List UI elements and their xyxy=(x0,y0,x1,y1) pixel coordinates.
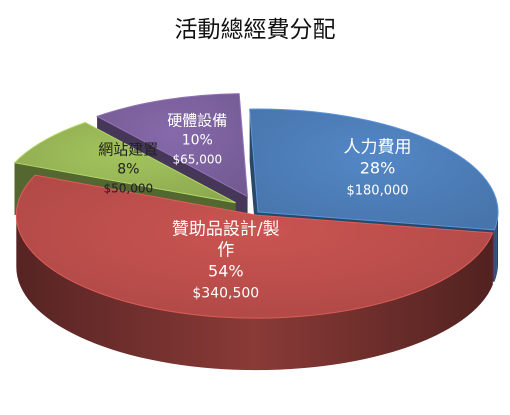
slice-label-name: 網站建置 xyxy=(98,141,158,159)
slice-label-name: 人力費用 xyxy=(344,138,412,158)
slice-label-percent: 8% xyxy=(117,162,139,178)
pie-slice xyxy=(249,108,499,231)
slice-label-amount: $50,000 xyxy=(103,182,153,196)
slice-outer-wall xyxy=(494,212,498,282)
slice-outer-wall xyxy=(16,215,493,371)
slice-label-percent: 10% xyxy=(182,132,213,148)
slice-label-amount: $180,000 xyxy=(346,184,408,199)
slice-label-percent: 28% xyxy=(360,159,396,178)
slice-label-amount: $65,000 xyxy=(172,152,222,166)
pie-slice xyxy=(15,174,494,319)
chart-title: 活動總經費分配 xyxy=(174,17,336,43)
slice-label-name: 硬體設備 xyxy=(167,111,227,129)
slice-label-name: 贊助品設計/製 xyxy=(172,219,280,239)
pie-slice xyxy=(95,93,249,198)
slice-label-percent: 54% xyxy=(208,261,244,280)
pie-slice xyxy=(13,121,236,204)
slice-label-name: 作 xyxy=(217,240,234,260)
slice-label-amount: $340,500 xyxy=(192,285,259,301)
